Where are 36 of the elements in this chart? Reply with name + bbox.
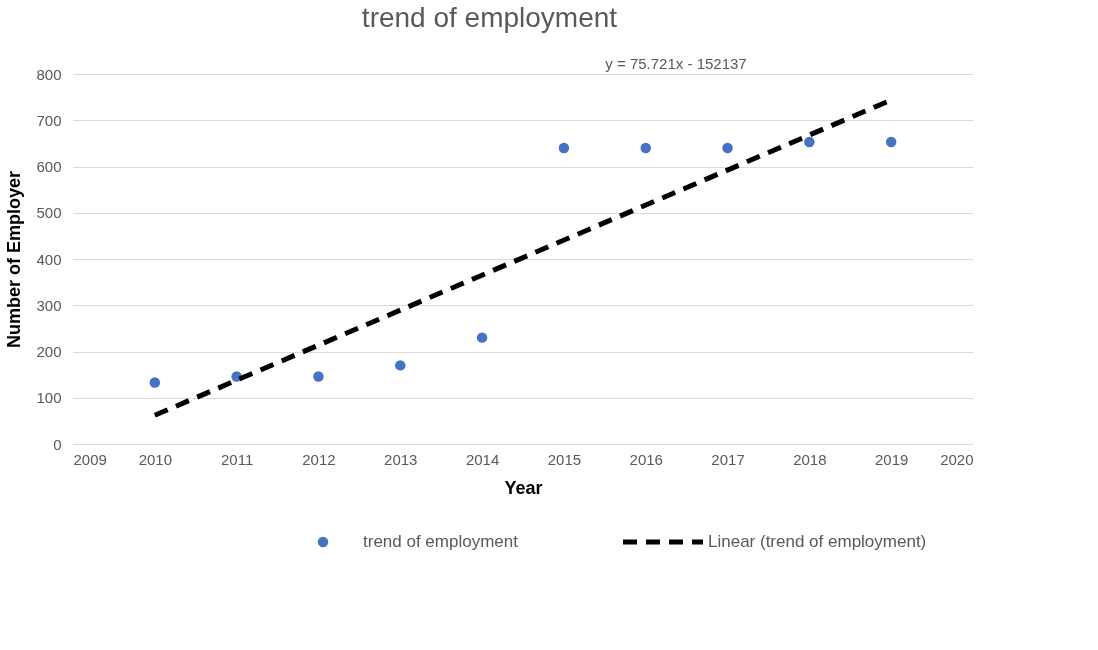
y-tick-label: 400	[36, 250, 62, 268]
point	[722, 142, 733, 154]
y-tick-label: 200	[36, 343, 62, 360]
x-tick-label: 2011	[221, 450, 254, 468]
point	[804, 136, 815, 148]
x-tick-label: 2019	[874, 450, 909, 468]
text: y = 75.721x - 152137	[605, 55, 747, 72]
x-tick-label: 2015	[547, 450, 582, 468]
point	[885, 136, 897, 148]
point	[558, 142, 570, 154]
point	[149, 377, 161, 388]
y-tick-label: 300	[36, 296, 62, 314]
y-tick-label: 0	[53, 435, 62, 453]
y-tick-label: 600	[36, 158, 62, 175]
chart-title: trend of employment	[361, 2, 618, 33]
x-tick-label: 2020	[940, 450, 974, 468]
x-tick-label: 2017	[711, 450, 745, 468]
x-tick-label: 2018	[793, 450, 827, 468]
y-tick-label: 800	[36, 65, 62, 83]
x-tick-label: 2014	[465, 450, 500, 468]
legend-label: Linear (trend of employment)	[708, 532, 927, 551]
y-tick-label: 100	[36, 389, 62, 407]
y-tick-label: 700	[36, 111, 62, 129]
y-tick-label: 500	[36, 204, 62, 222]
x-tick-label: 2012	[302, 450, 336, 468]
point	[640, 142, 651, 154]
y-axis-title: Number of Employer	[4, 170, 25, 349]
point	[395, 360, 406, 371]
point	[313, 371, 324, 382]
x-tick-label: 2013	[384, 450, 418, 468]
legend-label: trend of employment	[363, 532, 519, 551]
x-tick-label: 2010	[138, 450, 173, 468]
point	[476, 332, 488, 343]
x-axis-title: Year	[504, 477, 543, 498]
x-tick-label: 2009	[73, 450, 107, 468]
x-tick-label: 2016	[629, 450, 663, 468]
